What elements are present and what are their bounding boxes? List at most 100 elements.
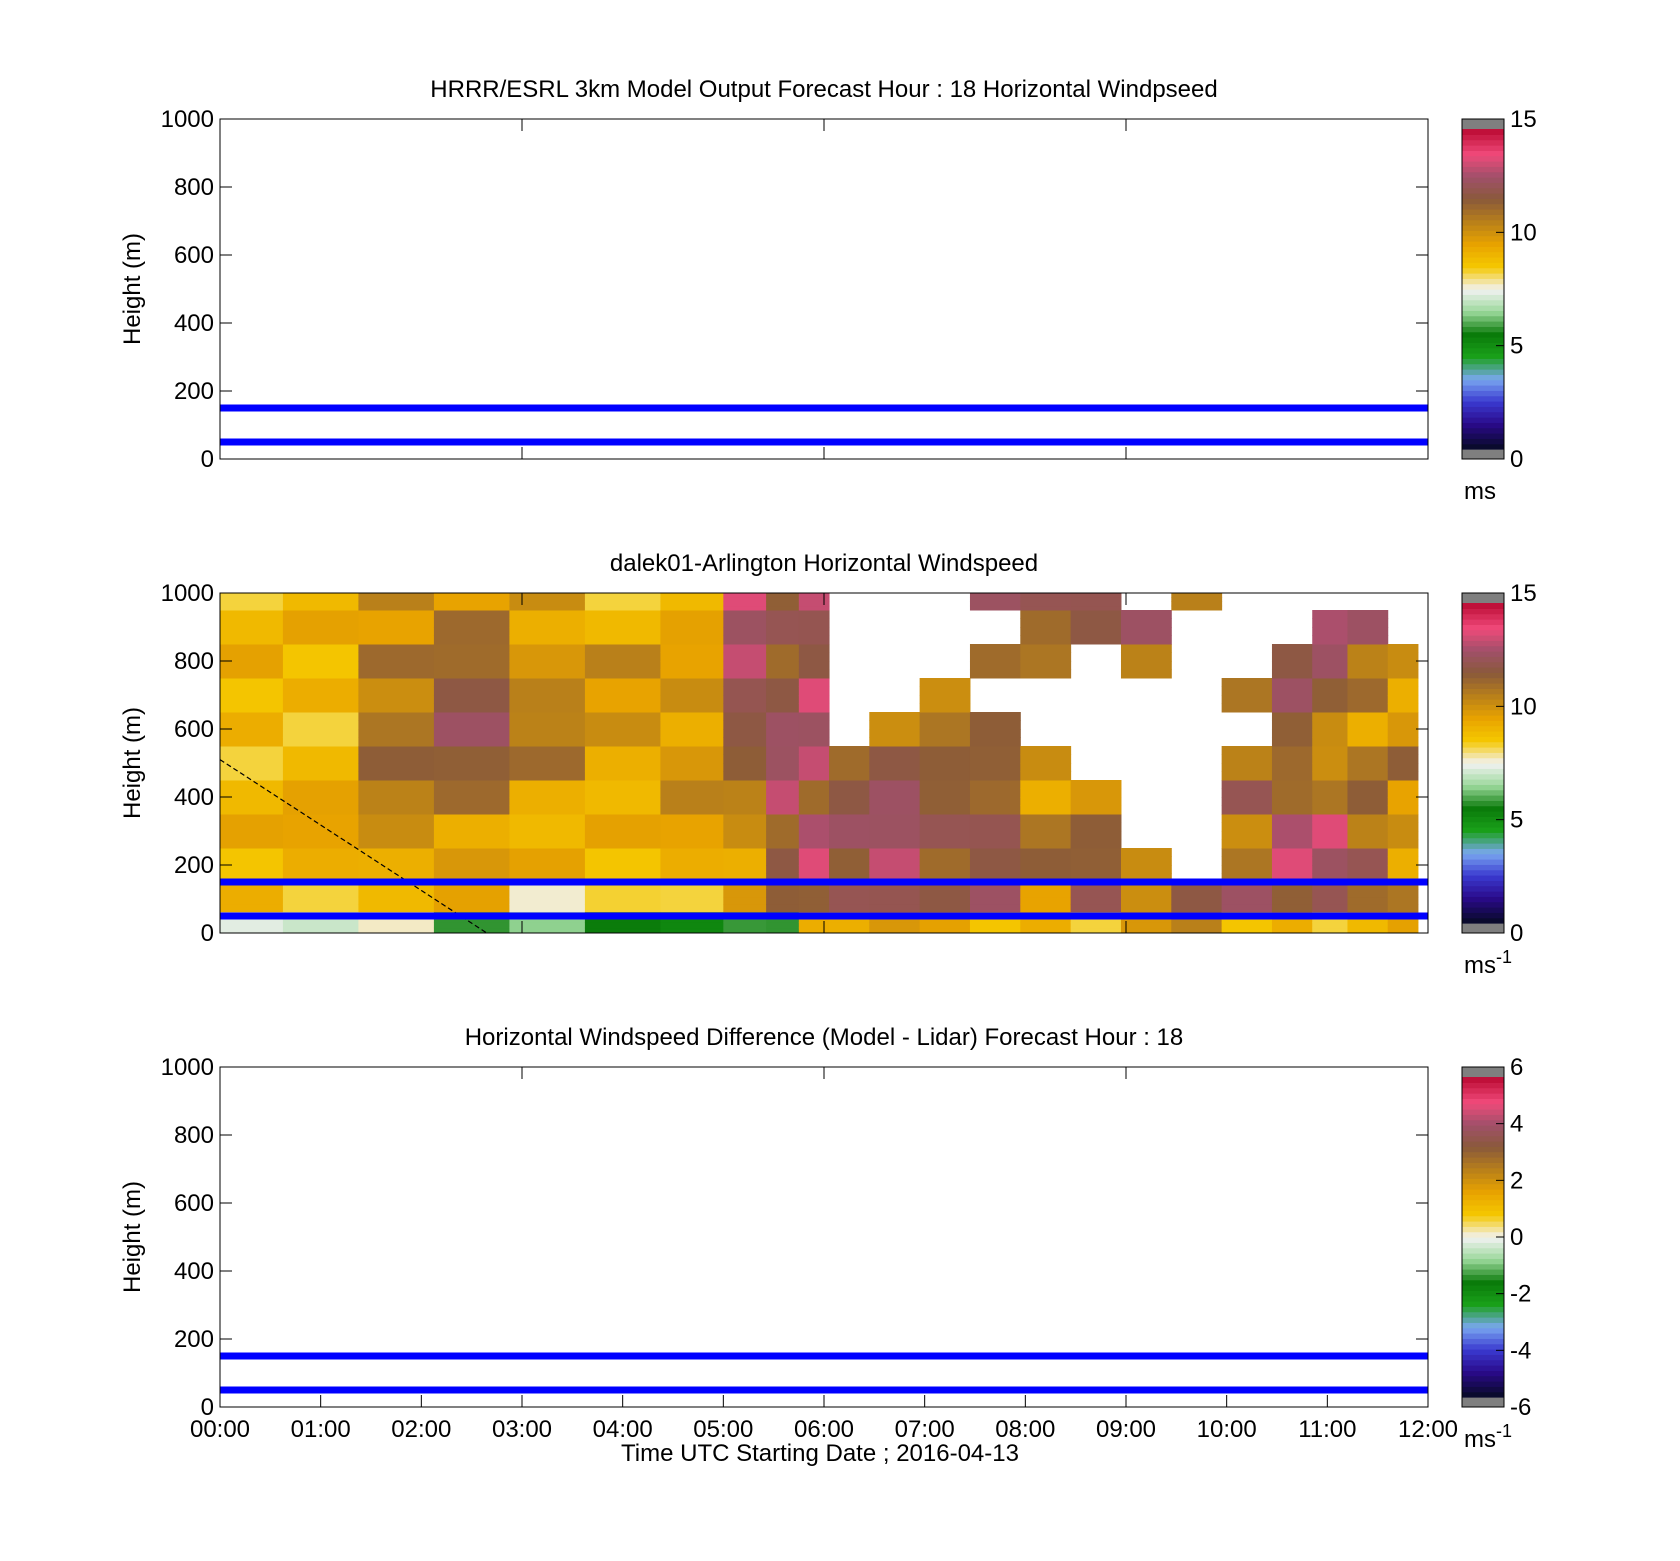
- heatmap-cell: [220, 695, 284, 704]
- colorbar-segment: [1462, 864, 1504, 871]
- heatmap-cell: [584, 610, 661, 619]
- heatmap-cell: [220, 635, 284, 645]
- heatmap-cell: [584, 712, 661, 721]
- heatmap-cell: [1020, 754, 1072, 764]
- heatmap-cell: [509, 652, 586, 662]
- heatmap-cell: [584, 644, 661, 653]
- heatmap-cell: [282, 627, 359, 636]
- heatmap-cell: [766, 904, 800, 913]
- heatmap-cell: [829, 927, 870, 934]
- heatmap-cell: [919, 848, 971, 857]
- heatmap-cell: [282, 644, 359, 653]
- colorbar-segment: [1462, 1263, 1504, 1270]
- heatmap-cell: [969, 746, 1021, 755]
- colorbar-segment: [1462, 139, 1504, 146]
- colorbar-segment: [1462, 901, 1504, 908]
- heatmap-cell: [869, 839, 921, 849]
- heatmap-cell: [509, 771, 586, 781]
- heatmap-cell: [282, 831, 359, 840]
- heatmap-cell: [509, 848, 586, 857]
- heatmap-cell: [660, 927, 724, 934]
- colorbar-segment: [1462, 267, 1504, 274]
- heatmap-cell: [869, 805, 921, 815]
- heatmap-cell: [1271, 720, 1313, 730]
- heatmap-cell: [660, 780, 724, 789]
- colorbar-segment: [1462, 347, 1504, 354]
- heatmap-cell: [509, 678, 586, 687]
- colorbar-segment: [1462, 283, 1504, 290]
- colorbar-segment: [1462, 198, 1504, 205]
- heatmap-cell: [509, 605, 586, 611]
- heatmap-cell: [433, 822, 510, 832]
- heatmap-cell: [1347, 848, 1389, 857]
- heatmap-cell: [358, 686, 435, 696]
- heatmap-cell: [919, 754, 971, 764]
- heatmap-cell: [584, 618, 661, 628]
- heatmap-cell: [1020, 917, 1072, 923]
- colorbar-frame: [1461, 118, 1505, 460]
- heatmap-cell: [509, 822, 586, 832]
- heatmap-cell: [1347, 763, 1389, 772]
- heatmap-cell: [1271, 865, 1313, 874]
- colorbar-segment: [1462, 715, 1504, 721]
- colorbar-segment: [1462, 230, 1504, 237]
- heatmap-cell: [433, 889, 510, 898]
- heatmap-cell: [282, 896, 359, 905]
- heatmap-cell: [1171, 597, 1223, 602]
- heatmap-cell: [509, 720, 586, 730]
- colorbar-segment: [1462, 843, 1504, 849]
- colorbar-tick-label: 5: [1510, 333, 1523, 360]
- heatmap-cell: [1347, 788, 1389, 798]
- colorbar-segment: [1462, 369, 1504, 375]
- heatmap-cell: [766, 788, 800, 798]
- heatmap-cell: [1221, 831, 1273, 840]
- heatmap-cell: [509, 865, 586, 874]
- x-tick-label: 11:00: [1298, 1416, 1356, 1443]
- heatmap-cell: [1347, 661, 1389, 670]
- heatmap-cell: [660, 889, 724, 898]
- colorbar-segment: [1462, 299, 1504, 306]
- colorbar-segment: [1462, 1210, 1504, 1217]
- heatmap-cell: [1387, 882, 1419, 890]
- heatmap-cell: [1347, 635, 1389, 645]
- colorbar-segment: [1462, 603, 1504, 609]
- y-tick-label: 1000: [161, 580, 214, 607]
- heatmap-cell: [509, 831, 586, 840]
- heatmap-cell: [1221, 805, 1273, 815]
- panel-title: dalek01-Arlington Horizontal Windspeed: [610, 550, 1038, 577]
- heatmap-cell: [660, 644, 724, 653]
- heatmap-cell: [969, 904, 1021, 913]
- colorbar-segment: [1462, 427, 1504, 434]
- colorbar-segment: [1462, 241, 1504, 247]
- heatmap-cell: [1387, 737, 1419, 747]
- colorbar-segment: [1462, 187, 1504, 194]
- heatmap-cell: [919, 686, 971, 696]
- heatmap-cell: [660, 695, 724, 704]
- heatmap-cell: [1312, 652, 1348, 662]
- colorbar-segment: [1462, 1173, 1504, 1179]
- heatmap-cell: [766, 839, 800, 849]
- colorbar-segment: [1462, 385, 1504, 391]
- heatmap-cell: [969, 669, 1021, 679]
- heatmap-cell: [358, 746, 435, 755]
- heatmap-cell: [969, 661, 1021, 670]
- heatmap-cell: [1387, 814, 1419, 823]
- heatmap-cell: [1020, 797, 1072, 806]
- heatmap-cell: [1171, 889, 1223, 898]
- colorbar-tick-label: 2: [1510, 1167, 1523, 1194]
- colorbar-segment: [1462, 315, 1504, 322]
- heatmap-cell: [1070, 610, 1122, 619]
- heatmap-cell: [282, 848, 359, 857]
- colorbar-segment: [1462, 1183, 1504, 1190]
- heatmap-cell: [1020, 644, 1072, 653]
- y-tick-label: 1000: [161, 106, 214, 133]
- colorbar-segment: [1462, 1098, 1504, 1105]
- heatmap-cell: [660, 839, 724, 849]
- heatmap-cell: [1221, 686, 1273, 696]
- heatmap-cell: [766, 703, 800, 713]
- heatmap-cell: [1120, 618, 1172, 628]
- heatmap-cell: [919, 805, 971, 815]
- colorbar-segment: [1462, 709, 1504, 716]
- colorbar-segment: [1462, 795, 1504, 801]
- heatmap-cell: [220, 780, 284, 789]
